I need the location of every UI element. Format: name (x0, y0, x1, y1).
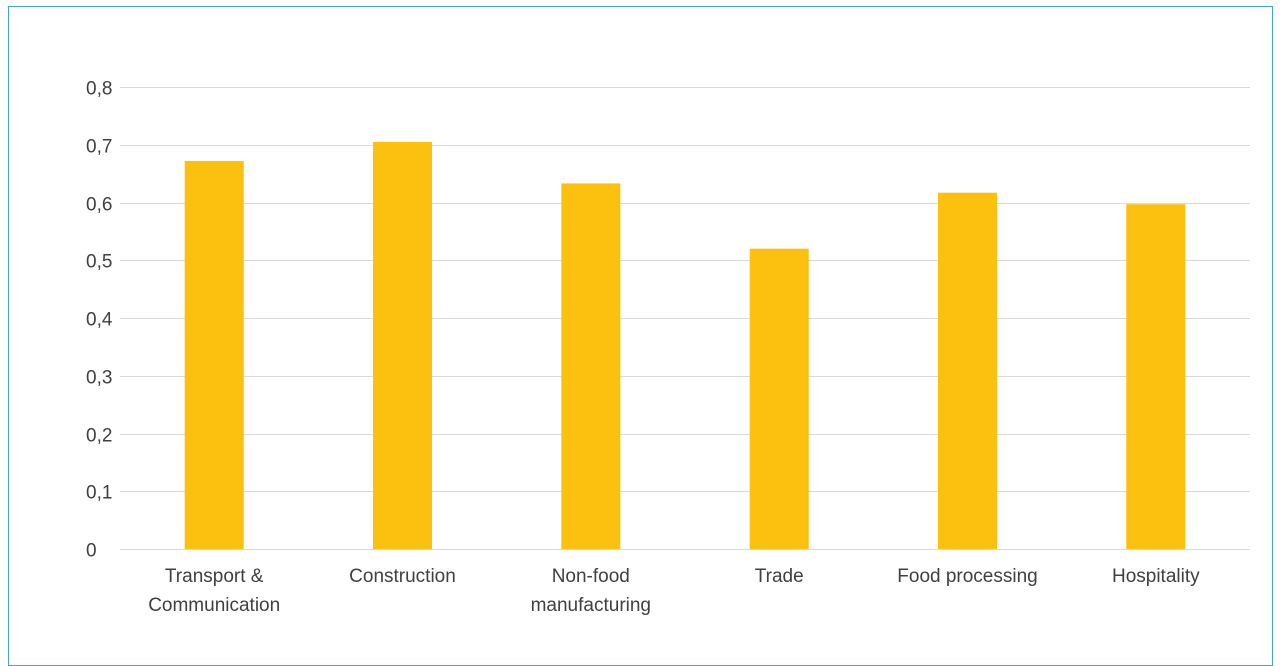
x-tick-label: Non-food manufacturing (531, 566, 651, 616)
y-tick-label: 0,6 (86, 195, 112, 216)
y-tick-label: 0,5 (86, 252, 112, 273)
x-tick-label: Transport & Communication (148, 566, 280, 616)
y-tick-label: 0,7 (86, 137, 112, 158)
y-axis-ticks: 0 0,1 0,2 0,3 0,4 0,5 0,6 0,7 0,8 (86, 79, 113, 562)
x-tick-label-line: Communication (148, 595, 280, 616)
bar (184, 160, 244, 549)
bar (749, 248, 809, 549)
x-tick-label-line: Transport & (165, 566, 264, 587)
y-tick-label: 0,8 (86, 79, 112, 100)
y-tick-label: 0,2 (86, 426, 112, 447)
x-tick-label: Food processing (897, 566, 1037, 587)
bars (184, 141, 1186, 549)
x-tick-label-line: Hospitality (1112, 566, 1200, 587)
bar (938, 192, 997, 549)
bar (1126, 204, 1186, 549)
x-tick-label-line: Non-food (552, 566, 630, 587)
x-tick-label-line: Food processing (897, 566, 1037, 587)
gridlines (120, 87, 1250, 550)
x-tick-label-line: Trade (755, 566, 804, 587)
x-tick-label: Construction (349, 566, 456, 587)
x-axis-labels: Transport & Communication Construction Non-… (148, 566, 1200, 616)
x-tick-label-line: Construction (349, 566, 456, 587)
y-tick-label: 0,1 (86, 483, 112, 504)
x-tick-label: Trade (755, 566, 804, 587)
bar-chart: 0 0,1 0,2 0,3 0,4 0,5 0,6 0,7 0,8 Transport & Com… (86, 79, 1250, 616)
bar (561, 183, 621, 549)
x-tick-label: Hospitality (1112, 566, 1200, 587)
bar (373, 141, 432, 549)
y-tick-label: 0,4 (86, 310, 113, 331)
x-tick-label-line: manufacturing (531, 595, 651, 616)
y-tick-label: 0,3 (86, 368, 112, 389)
y-tick-label: 0 (86, 541, 97, 562)
